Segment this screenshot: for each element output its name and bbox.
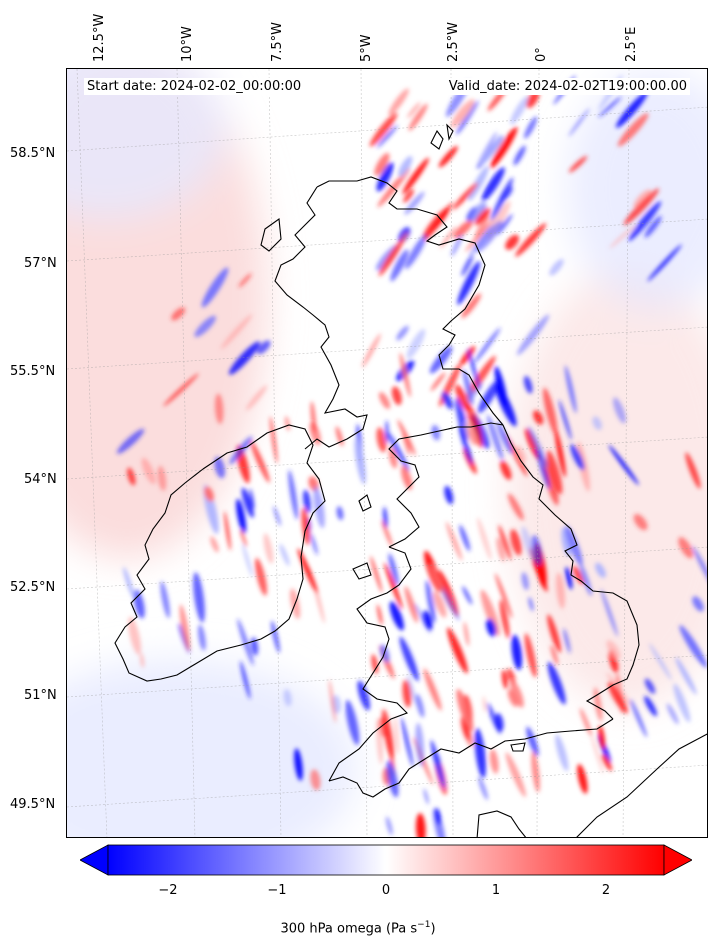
colorbar-label: 300 hPa omega (Pa s−1) bbox=[280, 920, 436, 937]
lon-label-2-5w: 2.5°W bbox=[446, 21, 461, 62]
coast-wales bbox=[328, 546, 412, 782]
lon-label-10w: 10°W bbox=[180, 26, 195, 62]
lon-label-12-5w: 12.5°W bbox=[92, 13, 107, 62]
lon-label-0: 0° bbox=[534, 47, 549, 62]
map-panel bbox=[66, 68, 708, 838]
lat-label-54n: 54°N bbox=[24, 472, 57, 487]
coast-england-east bbox=[502, 424, 640, 720]
lat-label-58-5n: 58.5°N bbox=[10, 146, 56, 161]
coast-france bbox=[476, 810, 527, 837]
lat-label-52-5n: 52.5°N bbox=[10, 580, 56, 595]
coast-england-west bbox=[388, 422, 504, 548]
omega-streaks bbox=[116, 74, 707, 837]
lon-label-5w: 5°W bbox=[359, 34, 374, 62]
lat-label-55-5n: 55.5°N bbox=[10, 364, 56, 379]
lon-label-2-5e: 2.5°E bbox=[624, 26, 639, 62]
background-field bbox=[67, 69, 707, 837]
island-anglesey bbox=[352, 562, 372, 580]
omega-field-map bbox=[67, 69, 707, 837]
island-isle-of-man bbox=[358, 494, 372, 512]
lon-label-7-5w: 7.5°W bbox=[270, 21, 285, 62]
coast-ireland bbox=[114, 424, 326, 682]
island-lewis bbox=[260, 218, 282, 252]
graticule-lines bbox=[67, 69, 707, 837]
lat-label-51n: 51°N bbox=[24, 688, 57, 703]
colorbar-gradient bbox=[107, 844, 665, 876]
colorbar bbox=[80, 844, 692, 876]
coast-scotland bbox=[316, 176, 504, 426]
island-orkney bbox=[430, 129, 444, 150]
colorbar-min-extend bbox=[80, 844, 109, 876]
lat-label-57n: 57°N bbox=[24, 256, 57, 271]
coast-scotland-west bbox=[274, 186, 368, 450]
start-date-label: Start date: 2024-02-02_00:00:00 bbox=[84, 78, 305, 95]
colorbar-tick-minus2: −2 bbox=[158, 883, 178, 898]
colorbar-tick-2: 2 bbox=[601, 883, 611, 898]
colorbar-max-extend bbox=[663, 844, 692, 876]
valid-date-label: Valid_date: 2024-02-02T19:00:00.00 bbox=[445, 78, 690, 95]
island-wight bbox=[510, 742, 526, 752]
coastlines bbox=[114, 123, 707, 837]
coast-france-east bbox=[576, 733, 707, 837]
colorbar-tick-1: 1 bbox=[491, 883, 501, 898]
island-shetland bbox=[446, 123, 454, 141]
lat-label-49-5n: 49.5°N bbox=[10, 797, 56, 812]
coast-england-south bbox=[328, 718, 614, 798]
colorbar-tick-minus1: −1 bbox=[267, 883, 287, 898]
colorbar-tick-0: 0 bbox=[381, 883, 391, 898]
